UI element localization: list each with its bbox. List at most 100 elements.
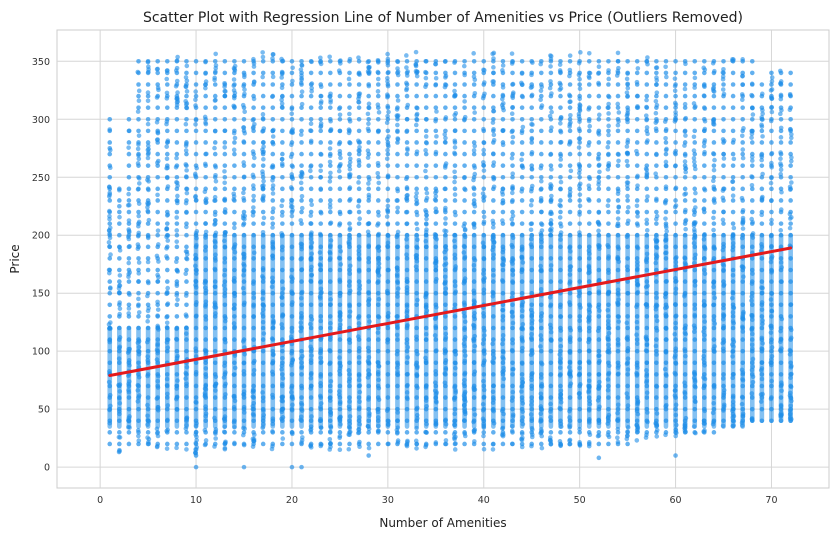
- scatter-point: [711, 122, 717, 127]
- scatter-point: [510, 163, 515, 168]
- scatter-point: [194, 434, 199, 439]
- scatter-point: [375, 70, 381, 76]
- scatter-point: [702, 128, 707, 134]
- scatter-point: [356, 163, 362, 168]
- scatter-point: [692, 227, 697, 232]
- scatter-point: [356, 93, 362, 99]
- scatter-point: [366, 181, 371, 186]
- scatter-point: [203, 85, 208, 91]
- scatter-point: [654, 82, 659, 87]
- scatter-point: [251, 163, 256, 168]
- scatter-point: [673, 163, 678, 168]
- scatter-point: [203, 105, 208, 110]
- scatter-point: [567, 105, 573, 110]
- scatter-point: [625, 140, 630, 145]
- scatter-point: [711, 93, 717, 99]
- scatter-point: [260, 441, 266, 447]
- scatter-point: [126, 271, 131, 277]
- scatter-point: [682, 70, 688, 76]
- scatter-point: [270, 134, 276, 139]
- scatter-point: [367, 64, 372, 70]
- scatter-point: [443, 216, 448, 221]
- scatter-point: [577, 167, 583, 173]
- scatter-point: [164, 209, 170, 215]
- scatter-point: [184, 430, 189, 435]
- scatter-point: [318, 82, 324, 87]
- scatter-point: [452, 88, 457, 94]
- scatter-point: [586, 430, 592, 435]
- scatter-point: [136, 271, 142, 276]
- scatter-point: [251, 140, 256, 145]
- scatter-point: [107, 430, 113, 435]
- scatter-point: [663, 105, 669, 110]
- scatter-point: [107, 267, 113, 273]
- scatter-point: [299, 93, 304, 99]
- scatter-point: [577, 174, 582, 180]
- scatter-point: [241, 116, 247, 122]
- scatter-point: [241, 105, 247, 110]
- scatter-point: [663, 151, 669, 157]
- scatter-point: [356, 198, 362, 203]
- scatter-point: [203, 198, 208, 203]
- scatter-point: [644, 59, 650, 64]
- scatter-point: [423, 221, 429, 226]
- scatter-point: [241, 441, 247, 447]
- scatter-point: [625, 105, 630, 110]
- scatter-point: [155, 256, 160, 261]
- scatter-point: [558, 441, 563, 447]
- scatter-point: [711, 174, 717, 180]
- scatter-point: [366, 209, 371, 215]
- scatter-point: [395, 140, 400, 145]
- scatter-point: [481, 70, 487, 76]
- scatter-point: [164, 279, 170, 284]
- scatter-point: [385, 105, 391, 110]
- scatter-point: [702, 82, 707, 87]
- scatter-point: [615, 116, 621, 122]
- scatter-point: [721, 128, 726, 134]
- scatter-point: [452, 192, 458, 197]
- scatter-point: [443, 59, 448, 64]
- scatter-point: [529, 209, 535, 215]
- scatter-point: [280, 441, 285, 447]
- scatter-point: [222, 128, 228, 134]
- scatter-point: [193, 140, 199, 145]
- scatter-point: [605, 203, 611, 209]
- scatter-point: [107, 209, 113, 215]
- scatter-point: [337, 186, 343, 192]
- scatter-point: [462, 198, 467, 203]
- scatter-point: [663, 216, 668, 221]
- scatter-point: [414, 151, 419, 157]
- scatter-point: [251, 59, 256, 64]
- scatter-point: [136, 314, 141, 319]
- scatter-point: [261, 193, 266, 199]
- scatter-point: [107, 244, 113, 250]
- scatter-point: [692, 221, 698, 226]
- scatter-point: [328, 151, 333, 157]
- scatter-point: [404, 86, 410, 91]
- scatter-point: [203, 93, 208, 99]
- scatter-point: [625, 433, 630, 438]
- scatter-point: [519, 128, 525, 134]
- scatter-point: [366, 128, 371, 134]
- scatter-point: [491, 163, 496, 168]
- scatter-point: [644, 228, 650, 233]
- scatter-point: [596, 140, 602, 145]
- scatter-point: [107, 441, 113, 447]
- scatter-point: [577, 192, 583, 197]
- scatter-point: [385, 62, 391, 68]
- scatter-point: [155, 151, 160, 157]
- scatter-point: [318, 59, 324, 64]
- scatter-point: [423, 134, 429, 139]
- scatter-point: [184, 89, 190, 94]
- scatter-point: [385, 151, 391, 157]
- scatter-point: [625, 70, 630, 76]
- scatter-point: [596, 182, 601, 187]
- scatter-point: [145, 59, 151, 64]
- scatter-point: [557, 202, 563, 208]
- scatter-point: [145, 186, 151, 192]
- scatter-point: [347, 221, 352, 226]
- scatter-point: [212, 105, 218, 110]
- scatter-point: [308, 140, 314, 145]
- scatter-point: [328, 70, 333, 76]
- scatter-point: [625, 163, 630, 168]
